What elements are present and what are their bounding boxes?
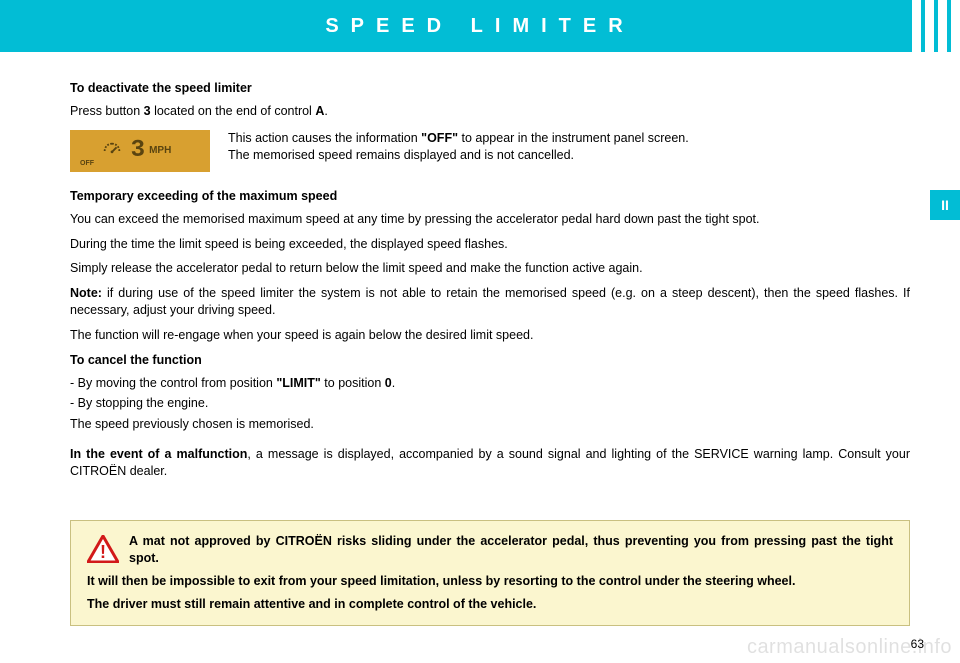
lcd-info-2: The memorised speed remains displayed an… [228,147,910,164]
text: . [392,376,395,390]
zero-ref: 0 [385,376,392,390]
warning-p1: A mat not approved by CITROËN risks slid… [87,533,893,567]
text: This action causes the information [228,131,421,145]
cancel-item-2: - By stopping the engine. [70,395,910,412]
text: Press button [70,104,144,118]
cancel-after: The speed previously chosen is memorised… [70,416,910,433]
text: located on the end of control [151,104,316,118]
page-title: SPEED LIMITER [325,15,634,38]
control-ref: A [315,104,324,118]
exceed-after: The function will re-engage when your sp… [70,327,910,344]
warning-p3: The driver must still remain attentive a… [87,596,893,613]
cancel-item-1: - By moving the control from position "L… [70,375,910,392]
watermark: carmanualsonline.info [747,636,952,659]
cancel-title: To cancel the function [70,352,910,369]
note-body: if during use of the speed limiter the s… [70,286,910,317]
warning-box: ! A mat not approved by CITROËN risks sl… [70,520,910,626]
lcd-unit: MPH [149,144,171,158]
header-band: SPEED LIMITER [0,0,960,52]
text: to position [321,376,385,390]
button-ref: 3 [144,104,151,118]
chapter-tab: II [930,190,960,220]
deactivate-line: Press button 3 located on the end of con… [70,103,910,120]
text: . [324,104,327,118]
text: to appear in the instrument panel screen… [458,131,689,145]
off-ref: "OFF" [421,131,458,145]
warning-triangle-icon: ! [87,535,119,563]
lcd-number: 3 [131,135,145,167]
lcd-display: OFF 3 MPH [70,130,210,172]
content-area: To deactivate the speed limiter Press bu… [0,52,960,498]
lcd-info-1: This action causes the information "OFF"… [228,130,910,147]
text: - By moving the control from position [70,376,276,390]
exceed-p1: You can exceed the memorised maximum spe… [70,211,910,228]
exceed-p2: During the time the limit speed is being… [70,236,910,253]
warning-p2: It will then be impossible to exit from … [87,573,893,590]
header-stripes [912,0,960,52]
lcd-description: This action causes the information "OFF"… [228,130,910,164]
note-label: Note: [70,286,102,300]
speedometer-icon [101,140,123,162]
svg-text:!: ! [100,542,106,562]
deactivate-title: To deactivate the speed limiter [70,80,910,97]
malfunction-para: In the event of a malfunction, a message… [70,446,910,480]
exceed-title: Temporary exceeding of the maximum speed [70,188,910,205]
exceed-p3: Simply release the accelerator pedal to … [70,260,910,277]
lcd-row: OFF 3 MPH This action causes the informa… [70,130,910,172]
limit-ref: "LIMIT" [276,376,320,390]
malfunction-bold: In the event of a malfunction [70,447,247,461]
exceed-note: Note: if during use of the speed limiter… [70,285,910,319]
warning-text: A mat not approved by CITROËN risks slid… [87,533,893,613]
lcd-off-label: OFF [80,159,94,168]
